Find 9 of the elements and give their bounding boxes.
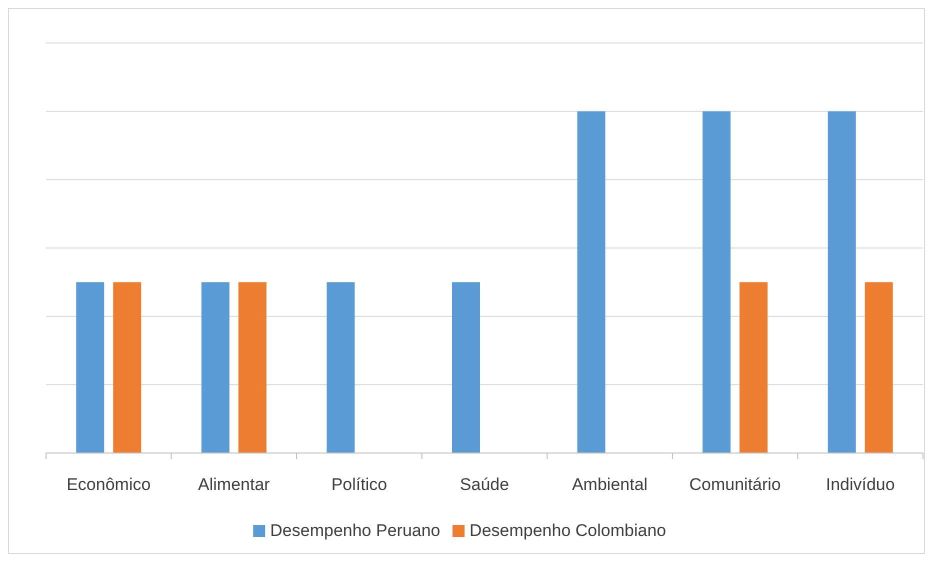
x-tick-label: Econômico [66, 475, 151, 494]
x-tick-label: Ambiental [572, 475, 648, 494]
x-tick-label: Político [331, 475, 388, 494]
legend-label: Desempenho Colombiano [470, 521, 666, 540]
x-tick-label: Comunitário [689, 475, 781, 494]
legend-label: Desempenho Peruano [270, 521, 440, 540]
x-tick-label: Alimentar [198, 475, 270, 494]
x-tick-label: Saúde [460, 475, 510, 494]
x-tick-label: Indivíduo [826, 475, 895, 494]
